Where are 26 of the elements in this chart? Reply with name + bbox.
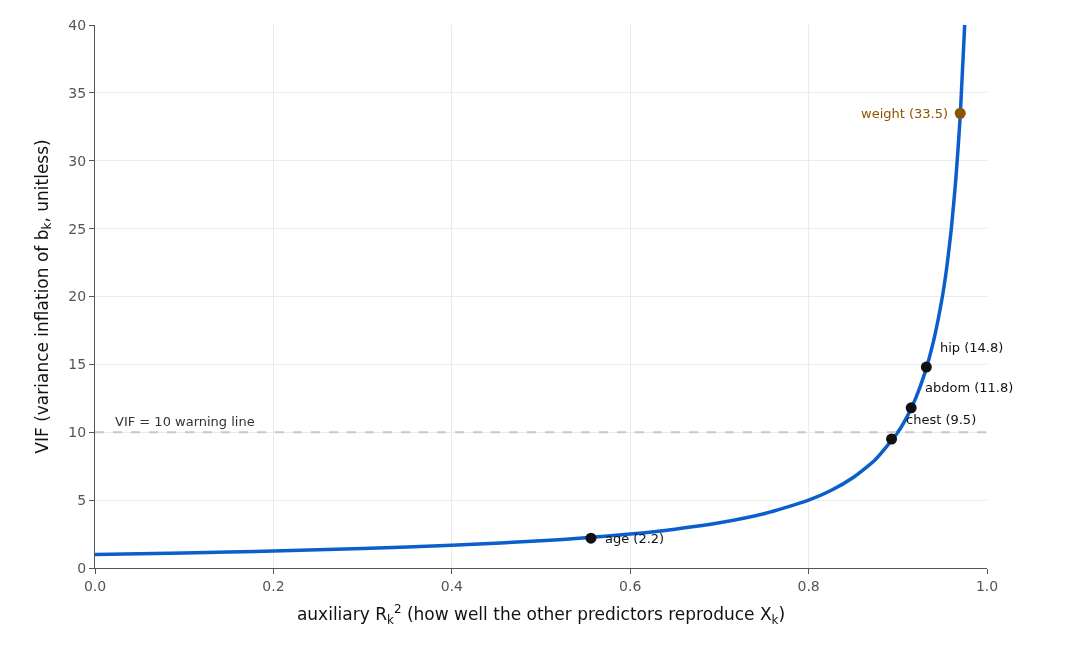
annotation: hip (14.8) (940, 340, 1004, 355)
y-tick-label: 20 (68, 288, 87, 305)
x-tick-label: 0.0 (83, 577, 107, 594)
y-tick-label: 10 (68, 424, 87, 441)
x-tick-label: 0.2 (262, 577, 285, 594)
ref-line-label: VIF = 10 warning line (115, 414, 255, 429)
x-axis-title: auxiliary R$_{k}$$^{2}$ (how well the other predictors reproduce X$_{k}$) (296, 602, 786, 627)
point (585, 532, 597, 544)
y-tick-label: 15 (68, 356, 87, 373)
annotation: abdom (11.8) (925, 380, 1014, 395)
annotation: weight (33.5) (861, 106, 949, 121)
y-tick-label: 40 (68, 16, 87, 33)
point (920, 361, 932, 373)
x-tick-label: 0.6 (619, 577, 642, 594)
point (905, 402, 917, 414)
y-tick-label: 0 (77, 559, 87, 576)
x-tick-label: 0.4 (440, 577, 464, 594)
y-tick-label: 30 (68, 152, 87, 169)
annotation: chest (9.5) (906, 412, 977, 427)
x-tick-label: 1.0 (975, 577, 999, 594)
point (954, 107, 966, 119)
point (886, 433, 898, 445)
y-tick-label: 5 (77, 492, 87, 509)
x-tick-label: 0.8 (797, 577, 820, 594)
y-tick-label: 35 (68, 84, 87, 101)
y-tick-label: 25 (68, 220, 87, 237)
